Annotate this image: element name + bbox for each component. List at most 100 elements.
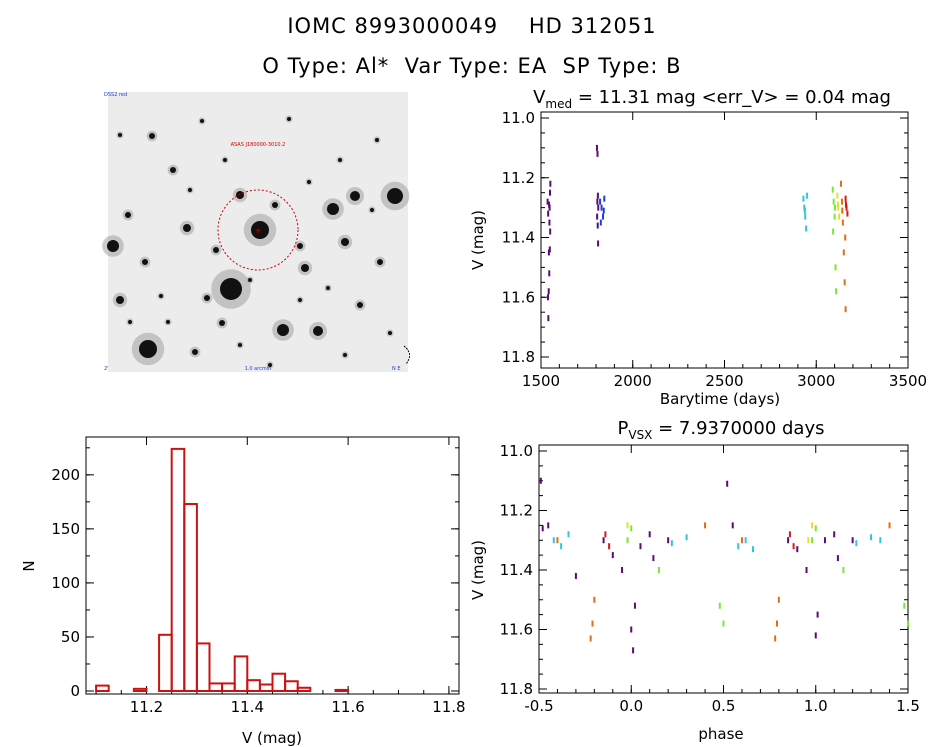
y-tick-label: 11.8 — [502, 348, 535, 366]
y-tick-label: 11.8 — [500, 680, 533, 698]
lightcurve-point — [833, 213, 836, 220]
y-tick-label: 11.6 — [500, 621, 533, 639]
phased-point — [777, 596, 780, 603]
y-tick-label: 11.4 — [502, 229, 535, 247]
lightcurve-points — [546, 144, 849, 322]
phased-point — [855, 540, 858, 547]
star — [200, 119, 204, 123]
x-tick-label: 1.0 — [804, 697, 828, 715]
lightcurve-point — [603, 195, 606, 202]
phased-xlabel: phase — [698, 725, 743, 743]
lightcurve-point — [547, 288, 550, 295]
star — [268, 363, 272, 367]
lightcurve-point — [842, 249, 845, 256]
phased-point — [652, 555, 655, 562]
lightcurve-point — [548, 270, 551, 277]
phased-point — [823, 537, 826, 544]
sky-image: + DSS2 red ASAS J180000-3010.2 2' 1.0 ar… — [102, 92, 410, 372]
phased-frame — [538, 444, 909, 694]
phased-point — [737, 543, 740, 550]
lightcurve-point — [834, 264, 837, 271]
star — [327, 203, 339, 215]
star — [377, 259, 383, 265]
lightcurve-point — [600, 204, 603, 211]
x-tick-label: 3000 — [797, 372, 835, 390]
target-marker: + — [255, 226, 262, 235]
phased-title: PVSX = 7.9370000 days — [618, 418, 825, 442]
phased-point — [604, 531, 607, 538]
lightcurve-point — [835, 288, 838, 295]
x-tick-label: 11.4 — [231, 698, 264, 716]
star — [139, 340, 157, 358]
lightcurve-point — [844, 195, 847, 202]
x-tick-label: 2000 — [614, 372, 652, 390]
lightcurve-point — [602, 207, 605, 214]
phased-point — [632, 647, 635, 654]
phased-point — [685, 534, 688, 541]
lightcurve-xlabel: Barytime (days) — [660, 390, 780, 408]
phased-point — [752, 546, 755, 553]
star — [149, 133, 155, 139]
lightcurve-point — [838, 213, 841, 220]
x-tick-label: 2500 — [705, 372, 743, 390]
star — [313, 326, 323, 336]
y-tick-label: 150 — [51, 520, 80, 538]
star — [248, 278, 252, 282]
phased-point — [811, 522, 814, 529]
lightcurve-point — [549, 180, 552, 187]
phased-point — [805, 567, 808, 573]
phased-point — [630, 626, 633, 633]
y-tick-label: 11.2 — [500, 502, 533, 520]
histogram-bar — [284, 680, 299, 692]
lightcurve-point — [595, 144, 598, 151]
lightcurve-point — [599, 198, 602, 205]
x-tick-label: 1500 — [522, 372, 560, 390]
lightcurve-point — [547, 210, 550, 217]
star — [301, 264, 309, 272]
compass-arc — [403, 345, 410, 365]
phased-point — [726, 480, 729, 487]
phased-point — [722, 620, 725, 627]
lightcurve-ticks: 1500 2000 2500 3000 3500 11.0 11.2 11.4 11.6 11.8 — [502, 109, 928, 390]
star — [388, 331, 392, 335]
lightcurve-point — [599, 219, 602, 226]
phased-point — [633, 602, 636, 609]
lightcurve-point — [806, 192, 809, 199]
lightcurve-point — [548, 219, 551, 226]
star — [204, 295, 210, 301]
histogram-xlabel: V (mag) — [242, 729, 302, 747]
title-line-1: IOMC 8993000049 HD 312051 — [287, 14, 657, 38]
phased-point — [704, 522, 707, 529]
lightcurve-point — [805, 225, 808, 232]
star — [343, 353, 347, 357]
lightcurve-point — [596, 222, 599, 229]
star — [219, 320, 225, 326]
lightcurve-point — [596, 198, 599, 205]
star — [298, 298, 302, 302]
lightcurve-point — [597, 204, 600, 211]
star — [251, 221, 269, 239]
phased-point — [560, 543, 563, 550]
star — [357, 302, 363, 308]
phased-point — [731, 522, 734, 529]
star — [188, 188, 192, 192]
phased-ylabel: V (mag) — [469, 540, 487, 600]
y-tick-label: 0 — [70, 682, 80, 700]
phased-point — [796, 546, 799, 553]
lightcurve-point — [840, 198, 843, 205]
lightcurve-point — [833, 204, 836, 211]
star — [277, 324, 289, 336]
x-tick-label: 1.5 — [896, 697, 920, 715]
lightcurve-point — [548, 201, 551, 208]
star — [272, 202, 278, 208]
phased-point — [816, 611, 819, 618]
phased-point — [611, 552, 614, 559]
phased-point — [842, 567, 845, 573]
star — [297, 243, 303, 249]
star-field — [102, 115, 410, 369]
histogram-bar — [271, 672, 287, 692]
phased-point — [608, 543, 611, 550]
phased-point — [814, 632, 817, 639]
histogram-bar — [158, 633, 173, 692]
phased-point — [870, 534, 873, 541]
